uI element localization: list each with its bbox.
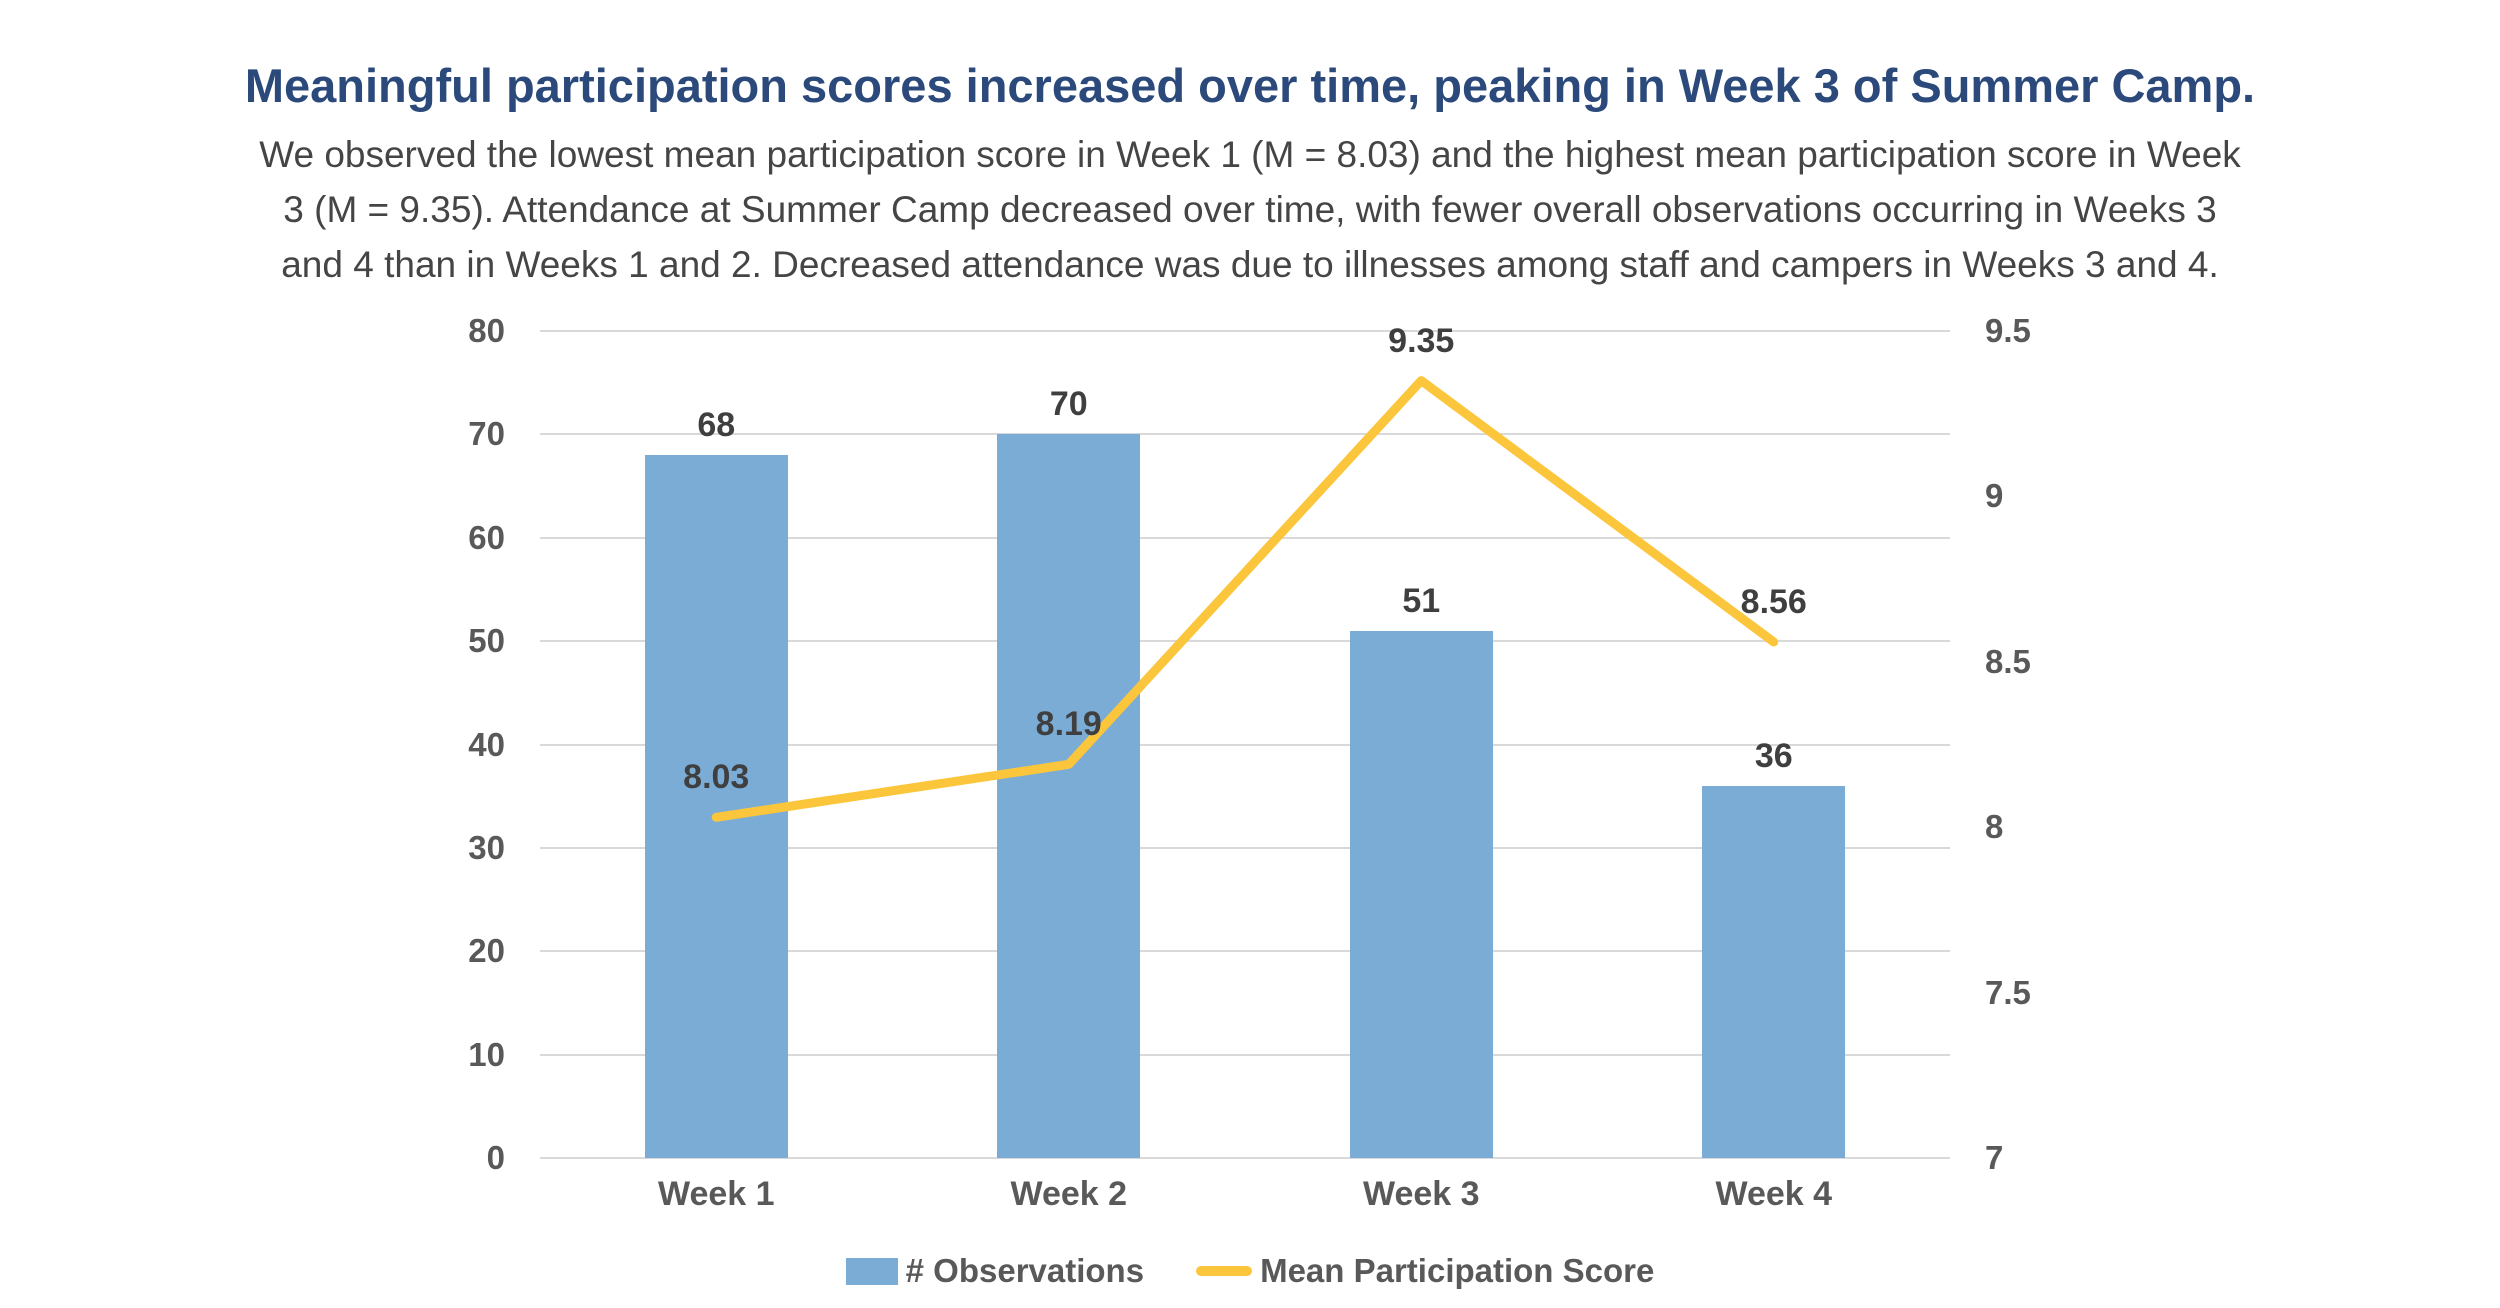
bar-week-3 [1349, 630, 1493, 1158]
x-axis-label: Week 1 [657, 1175, 775, 1213]
subtitle-line: We observed the lowest mean participatio… [259, 134, 2241, 175]
y-axis-left-tick-label: 80 [468, 312, 505, 349]
y-axis-left-tick-label: 10 [468, 1035, 505, 1073]
bar-value-label: 51 [1402, 581, 1441, 620]
y-axis-left-tick-label: 70 [468, 415, 505, 453]
y-axis-right-tick-label: 7 [1985, 1139, 2004, 1176]
y-axis-left-tick-label: 20 [468, 932, 505, 970]
bar-week-2 [997, 434, 1141, 1158]
legend-label-observations: # Observations [905, 1252, 1145, 1289]
legend-label-mean-participation-score: Mean Participation Score [1260, 1252, 1655, 1289]
chart-subtitle: We observed the lowest mean participatio… [0, 127, 2500, 292]
gridline [540, 1157, 1950, 1159]
gridline [540, 433, 1950, 436]
legend-item-observations: # Observations [845, 1252, 1145, 1290]
y-axis-left-tick-label: 60 [468, 518, 505, 556]
gridline [540, 743, 1950, 746]
gridline [540, 536, 1950, 539]
line-value-label: 8.19 [1035, 705, 1102, 744]
y-axis-right-tick-label: 8 [1985, 808, 2004, 846]
x-axis-label: Week 3 [1362, 1175, 1480, 1213]
gridline [540, 330, 1950, 332]
gridline [540, 1053, 1950, 1056]
y-axis-left-tick-label: 0 [486, 1139, 505, 1176]
y-axis-right-tick-label: 9 [1985, 477, 2004, 515]
chart-title: Meaningful participation scores increase… [244, 59, 2256, 112]
bar-value-label: 70 [1049, 385, 1088, 424]
x-axis-label: Week 2 [1010, 1175, 1128, 1213]
y-axis-right-tick-label: 9.5 [1985, 312, 2031, 349]
bar-week-4 [1702, 785, 1846, 1158]
y-axis-right-tick-label: 7.5 [1985, 973, 2031, 1011]
legend-item-mean-participation-score: Mean Participation Score [1196, 1252, 1654, 1290]
bar-value-label: 68 [697, 406, 736, 445]
line-series-swatch-icon [1196, 1266, 1253, 1276]
gridline [540, 846, 1950, 849]
x-axis-label: Week 4 [1715, 1175, 1833, 1213]
gridline [540, 950, 1950, 953]
line-value-label: 8.03 [683, 758, 750, 797]
bar-series-swatch-icon [845, 1257, 898, 1285]
y-axis-left-tick-label: 40 [468, 725, 505, 763]
subtitle-line: and 4 than in Weeks 1 and 2. Decreased a… [281, 244, 2219, 285]
gridline [540, 640, 1950, 643]
y-axis-right-tick-label: 8.5 [1985, 642, 2031, 680]
chart-legend: # Observations Mean Participation Score [0, 1252, 2500, 1290]
y-axis-left-tick-label: 30 [468, 828, 505, 866]
line-value-label: 9.35 [1388, 321, 1455, 360]
subtitle-line: 3 (M = 9.35). Attendance at Summer Camp … [283, 189, 2217, 230]
line-path [711, 376, 1779, 822]
y-axis-left-tick-label: 50 [468, 622, 505, 660]
bar-value-label: 36 [1754, 736, 1793, 775]
line-value-label: 8.56 [1740, 582, 1807, 621]
